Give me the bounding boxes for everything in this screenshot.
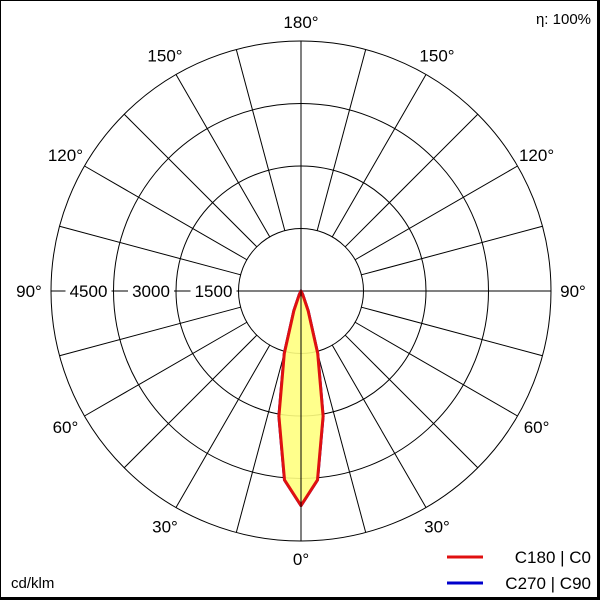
spoke-line bbox=[175, 74, 271, 238]
angle-label-bg bbox=[282, 13, 320, 32]
spoke-line bbox=[175, 344, 271, 508]
tick-label-bg bbox=[128, 282, 174, 300]
angle-label: 30° bbox=[152, 518, 178, 537]
angle-label: 120° bbox=[519, 146, 554, 165]
angle-label: 60° bbox=[524, 418, 550, 437]
angle-label-bg bbox=[418, 517, 456, 537]
spoke-line bbox=[361, 306, 543, 357]
spoke-line bbox=[361, 225, 543, 276]
spoke-line bbox=[344, 113, 479, 248]
angle-label: 0° bbox=[293, 550, 309, 569]
unit-label: cd/klm bbox=[11, 575, 54, 592]
spoke-line bbox=[235, 351, 286, 533]
spoke-line bbox=[331, 74, 427, 238]
spoke-line bbox=[354, 165, 518, 261]
spoke-line bbox=[123, 334, 258, 469]
angle-label: 150° bbox=[419, 46, 454, 65]
radial-tick-label: 3000 bbox=[132, 282, 170, 301]
angle-label: 30° bbox=[424, 518, 450, 537]
angle-label-bg bbox=[146, 46, 184, 66]
angle-label-bg bbox=[418, 46, 456, 66]
spoke-line bbox=[316, 351, 367, 533]
angle-label: 180° bbox=[283, 13, 318, 32]
radial-tick-label: 4500 bbox=[70, 282, 108, 301]
angle-label-bg bbox=[282, 550, 320, 569]
efficiency-label: η: 100% bbox=[536, 11, 591, 28]
spoke-line bbox=[59, 306, 241, 357]
angle-label-bg bbox=[46, 418, 85, 437]
angle-label-bg bbox=[10, 282, 48, 301]
spoke-line bbox=[123, 113, 258, 248]
radial-tick-label: 1500 bbox=[195, 282, 233, 301]
spoke-line bbox=[331, 344, 427, 508]
spoke-line bbox=[235, 49, 286, 231]
spoke-line bbox=[59, 225, 241, 276]
angle-label-bg bbox=[46, 146, 85, 165]
angle-label-bg bbox=[517, 418, 556, 437]
tick-label-bg bbox=[190, 282, 237, 300]
tick-label-bg bbox=[65, 282, 112, 300]
spoke-line bbox=[354, 321, 518, 417]
angle-label-bg bbox=[554, 282, 592, 301]
spoke-line bbox=[344, 334, 479, 469]
angle-label: 150° bbox=[147, 46, 182, 65]
angle-label: 90° bbox=[16, 282, 42, 301]
angle-label-bg bbox=[517, 146, 556, 165]
angle-label-bg bbox=[146, 517, 184, 537]
spoke-line bbox=[84, 321, 248, 417]
legend: C180 | C0 C270 | C90 bbox=[447, 548, 591, 593]
angle-label: 60° bbox=[53, 418, 79, 437]
legend-label-c180-c0: C180 | C0 bbox=[515, 548, 591, 567]
angle-label: 120° bbox=[48, 146, 83, 165]
legend-label-c270-c90: C270 | C90 bbox=[505, 574, 591, 593]
spoke-line bbox=[84, 165, 248, 261]
spoke-line bbox=[316, 49, 367, 231]
angle-label: 90° bbox=[560, 282, 586, 301]
